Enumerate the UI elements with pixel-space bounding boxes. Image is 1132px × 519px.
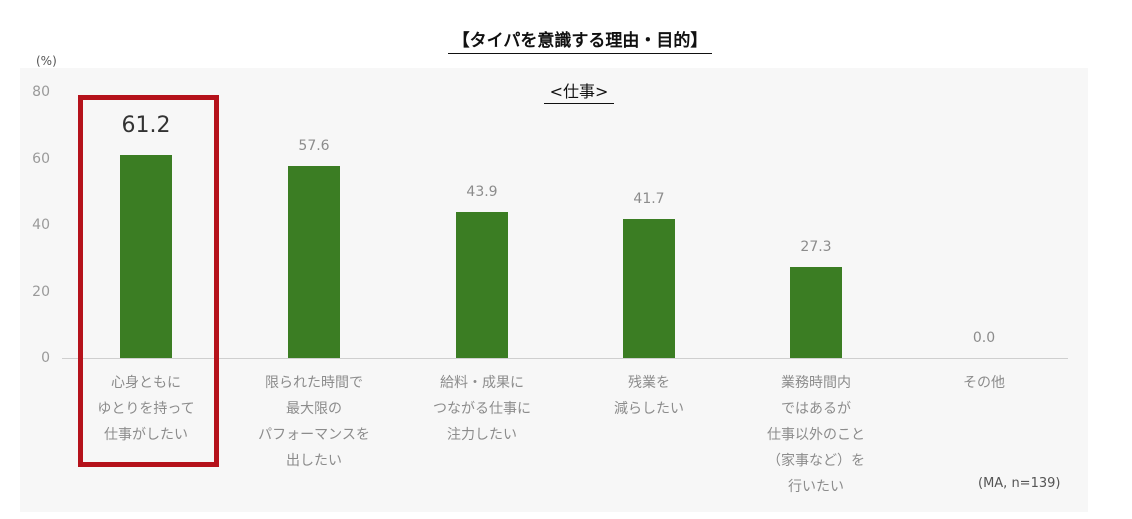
category-label-line: パフォーマンスを xyxy=(258,427,370,443)
category-label-line: （家事など）を xyxy=(767,453,865,469)
category-label-line: 注力したい xyxy=(447,427,517,443)
plot-area xyxy=(20,68,1088,512)
chart-title: 【タイパを意識する理由・目的】 xyxy=(448,26,712,54)
sample-note: (MA, n=139) xyxy=(978,476,1061,491)
data-label: 57.6 xyxy=(298,138,330,155)
category-label: その他 xyxy=(904,370,1064,396)
data-label: 43.9 xyxy=(466,184,498,201)
y-axis-unit: (%) xyxy=(36,54,57,68)
category-label-line: 残業を xyxy=(628,375,670,391)
x-axis-line xyxy=(62,358,1068,359)
category-label: 心身ともにゆとりを持って 仕事がしたい xyxy=(66,370,226,448)
y-tick-label: 0 xyxy=(41,350,50,366)
category-label-line: 限られた時間で xyxy=(265,375,363,391)
category-label: 業務時間内ではあるが仕事以外のこと （家事など）を 行いたい xyxy=(736,370,896,500)
category-label-line: 減らしたい xyxy=(614,401,684,417)
data-label: 0.0 xyxy=(972,330,996,346)
category-label-line: 出したい xyxy=(286,453,342,469)
category-label: 残業を 減らしたい xyxy=(569,370,729,422)
category-label-line: 最大限の xyxy=(286,401,342,417)
category-label: 給料・成果に つながる仕事に 注力したい xyxy=(402,370,562,448)
category-label-line: ゆとりを持って xyxy=(97,401,195,417)
y-tick-label: 20 xyxy=(32,283,50,300)
bar xyxy=(790,267,842,358)
category-label-line: 給料・成果に xyxy=(440,375,524,391)
chart-subtitle: <仕事> xyxy=(544,78,614,104)
data-label: 61.2 xyxy=(121,112,171,138)
category-label-line: 行いたい xyxy=(788,479,844,495)
data-label: 41.7 xyxy=(633,191,665,208)
category-label-line: 業務時間内 xyxy=(781,375,851,391)
data-label: 27.3 xyxy=(800,239,832,256)
category-label: 限られた時間で 最大限のパフォーマンスを 出したい xyxy=(234,370,394,474)
category-label-line: 心身ともに xyxy=(111,375,181,391)
category-label-line: 仕事がしたい xyxy=(104,427,188,443)
y-tick-label: 80 xyxy=(32,84,50,100)
y-tick-label: 40 xyxy=(32,217,50,233)
bar xyxy=(288,166,340,358)
bar xyxy=(120,154,172,358)
category-label-line: その他 xyxy=(963,375,1005,391)
category-label-line: 仕事以外のこと xyxy=(767,427,865,443)
category-label-line: つながる仕事に xyxy=(433,401,531,417)
highlight-box xyxy=(78,95,219,467)
bar xyxy=(623,219,675,358)
category-label-line: ではあるが xyxy=(781,401,851,417)
y-tick-label: 60 xyxy=(32,150,50,167)
bar xyxy=(456,212,508,358)
